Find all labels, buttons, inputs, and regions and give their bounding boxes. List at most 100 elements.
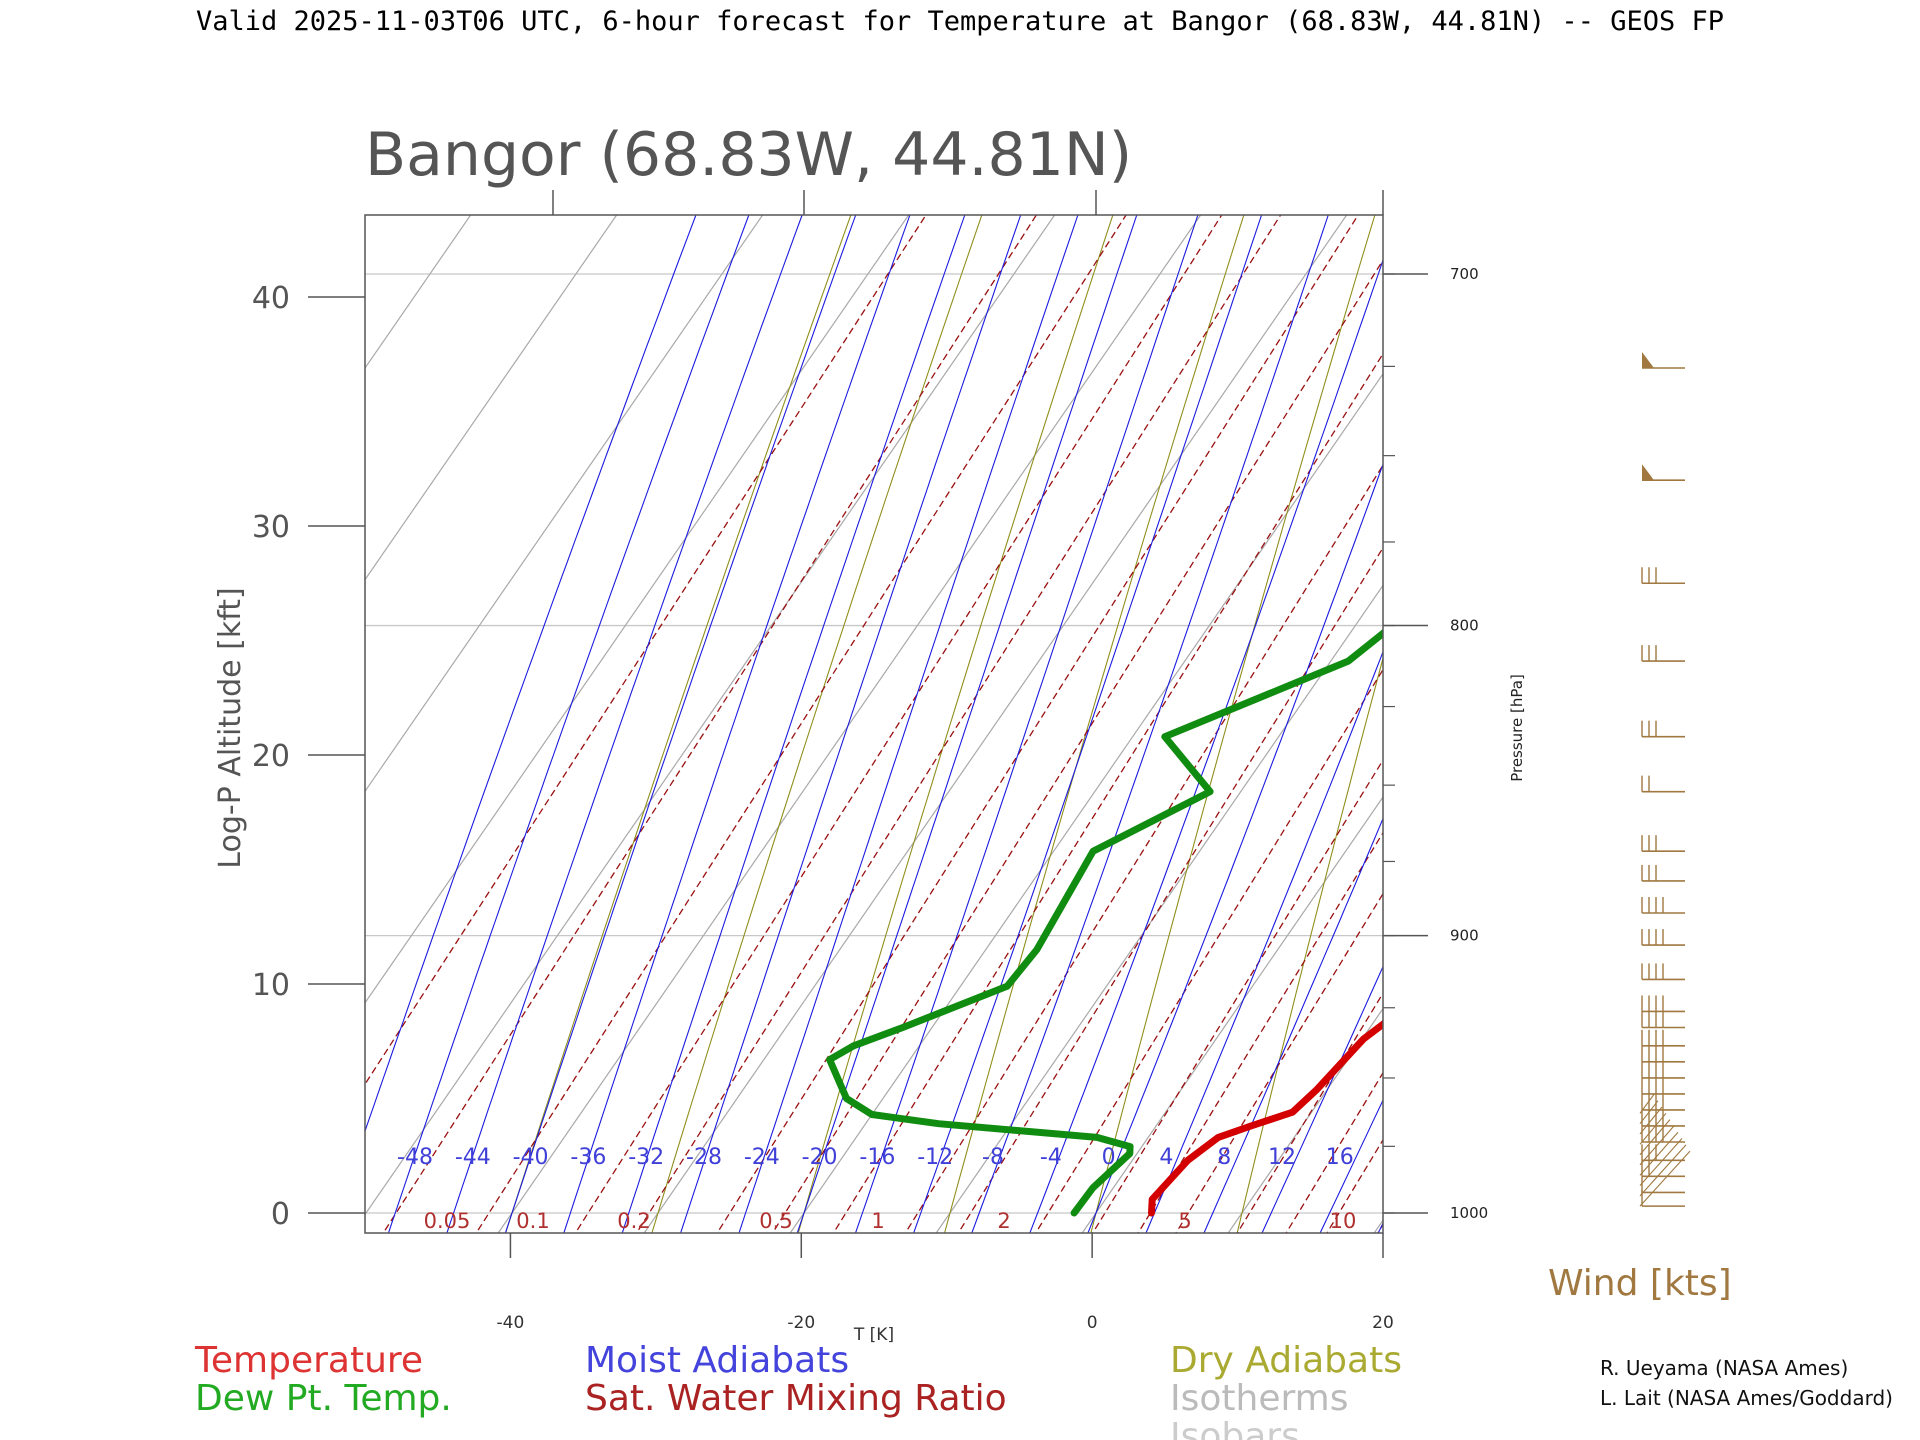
right-tick-label: 700 (1450, 265, 1479, 283)
moist-adiabat-label: 8 (1217, 1145, 1231, 1170)
dry-adiabat-line (1508, 0, 1920, 1341)
dry-adiabat-line (1382, 1232, 1383, 1233)
dry-adiabat-line (1656, 0, 1920, 1341)
wind-barb (1642, 351, 1685, 369)
moist-adiabat-label: -8 (982, 1145, 1004, 1170)
mixing-ratio-line (1434, 0, 1920, 1341)
isotherm-line (1520, 215, 1920, 1233)
wind-barb-diagonal (1639, 1100, 1659, 1125)
isotherm-line (365, 215, 618, 581)
moist-adiabat-label: -20 (802, 1145, 838, 1170)
moist-adiabat-line (1261, 965, 1383, 1233)
plot-frame: 0102030402003004005006007008009001000-40… (252, 190, 1488, 1333)
mixing-ratio-line (1478, 0, 1920, 1341)
adiabat-labels: -48 -44 -40 -36 -32 -28 -24 -20 -16 -12 -8 -4 0 4 8 12 1… (397, 1145, 1356, 1233)
wind-barb (1641, 995, 1685, 1013)
dry-adiabat-line (1090, 215, 1376, 1233)
mixing-ratio-line (832, 352, 1383, 1233)
moist-adiabat-label: -40 (513, 1145, 549, 1170)
moist-adiabat-line (1597, 0, 1920, 1366)
bottom-tick-label: 0 (1087, 1313, 1098, 1333)
legend-isobars: Isobars (1170, 1416, 1300, 1440)
mixing-ratio-label: 0.2 (617, 1209, 650, 1233)
isotherm-line (643, 215, 1348, 1233)
mixing-ratio-label: 1 (871, 1209, 884, 1233)
wind-barb (1641, 929, 1685, 946)
dry-adiabat-line (651, 215, 983, 1233)
legend-temperature: Temperature (194, 1340, 423, 1381)
plot-border (364, 214, 1384, 1234)
wind-barb (1641, 1176, 1685, 1194)
isotherm-line (0, 215, 325, 1233)
moist-adiabat-label: 0 (1102, 1145, 1116, 1170)
moist-adiabat-line (1029, 258, 1383, 1233)
mixing-ratio-label: 0.5 (759, 1209, 792, 1233)
wind-barb (1641, 1077, 1685, 1095)
moist-adiabat-label: -36 (570, 1145, 606, 1170)
mixing-ratio-label: 10 (1330, 1209, 1357, 1233)
mixing-ratio-line (635, 215, 1282, 1233)
isotherm-line (1081, 796, 1383, 1233)
wind-barb (1641, 567, 1685, 585)
x-axis-label: T [K] (853, 1325, 894, 1345)
isotherm-line (365, 215, 1056, 1216)
dry-adiabat-line (1236, 656, 1383, 1233)
mixing-ratio-label: 0.05 (424, 1209, 471, 1233)
credit-line-2: L. Lait (NASA Ames/Goddard) (1600, 1386, 1893, 1410)
isotherm-line (0, 215, 179, 1233)
mixing-ratio-line (1175, 892, 1383, 1233)
left-tick-label: 0 (271, 1197, 290, 1232)
wind-barb (1641, 645, 1685, 662)
moist-adiabat-line (680, 215, 1022, 1233)
moist-adiabat-line (1369, 0, 1920, 1366)
moist-adiabat-line (1377, 1221, 1383, 1233)
mixing-ratio-line (1377, 1223, 1383, 1233)
wind-barb-flag (1642, 464, 1654, 481)
moist-adiabat-line (1087, 462, 1383, 1233)
mixing-ratio-line (716, 215, 1359, 1233)
temperature-profile (1148, 1018, 1383, 1217)
bottom-tick-label: 20 (1372, 1313, 1394, 1333)
wind-barb-diagonal (1639, 1112, 1667, 1145)
chart-header: Valid 2025-11-03T06 UTC, 6-hour forecast… (196, 6, 1724, 37)
moist-adiabat-line (1319, 1098, 1383, 1233)
moist-adiabat-label: -44 (455, 1145, 491, 1170)
wind-barb (1641, 1061, 1685, 1079)
moist-adiabat-line (387, 215, 750, 1233)
wind-barb-diagonal (1639, 1144, 1687, 1197)
wind-barb (1641, 835, 1685, 852)
legend-dewpoint: Dew Pt. Temp. (195, 1378, 452, 1419)
wind-barb-diagonal (1639, 1138, 1683, 1186)
dewpoint-profile (826, 628, 1383, 1217)
isotherm-line (789, 372, 1383, 1233)
wind-barb (1641, 963, 1685, 981)
mixing-ratio-line (1236, 991, 1383, 1233)
moist-adiabat-label: -4 (1040, 1145, 1062, 1170)
wind-barb (1641, 1160, 1685, 1178)
moist-adiabat-line (446, 215, 803, 1233)
wind-barb-diagonal (1639, 1094, 1655, 1114)
isotherm-line (0, 215, 33, 1233)
mixing-ratio-line (475, 215, 1127, 1233)
isotherm-line (1666, 215, 1920, 1233)
mixing-ratio-line (904, 463, 1383, 1233)
moist-adiabat-label: 12 (1268, 1145, 1296, 1170)
left-tick-label: 30 (252, 510, 290, 545)
wind-barb (1642, 464, 1685, 482)
legend-dry-adiabats: Dry Adiabats (1170, 1340, 1402, 1381)
background-lines (0, 0, 1920, 1366)
mixing-ratio-line (1137, 831, 1383, 1233)
wind-barb (1641, 1011, 1685, 1029)
profiles (826, 628, 1383, 1217)
chart-title: Bangor (68.83W, 44.81N) (365, 120, 1132, 190)
moist-adiabat-line (1483, 0, 1920, 1366)
moist-adiabat-line (563, 215, 911, 1233)
left-tick-label: 40 (252, 281, 290, 316)
dry-adiabat-line (1804, 0, 1920, 1341)
moist-adiabat-label: -12 (917, 1145, 953, 1170)
wind-barb (1641, 864, 1685, 882)
wind-label: Wind [kts] (1548, 1263, 1732, 1304)
right-axis-label: Pressure [hPa] (1508, 674, 1526, 782)
mixing-ratio-line (1380, 0, 1920, 1341)
moist-adiabat-line (1540, 0, 1920, 1366)
